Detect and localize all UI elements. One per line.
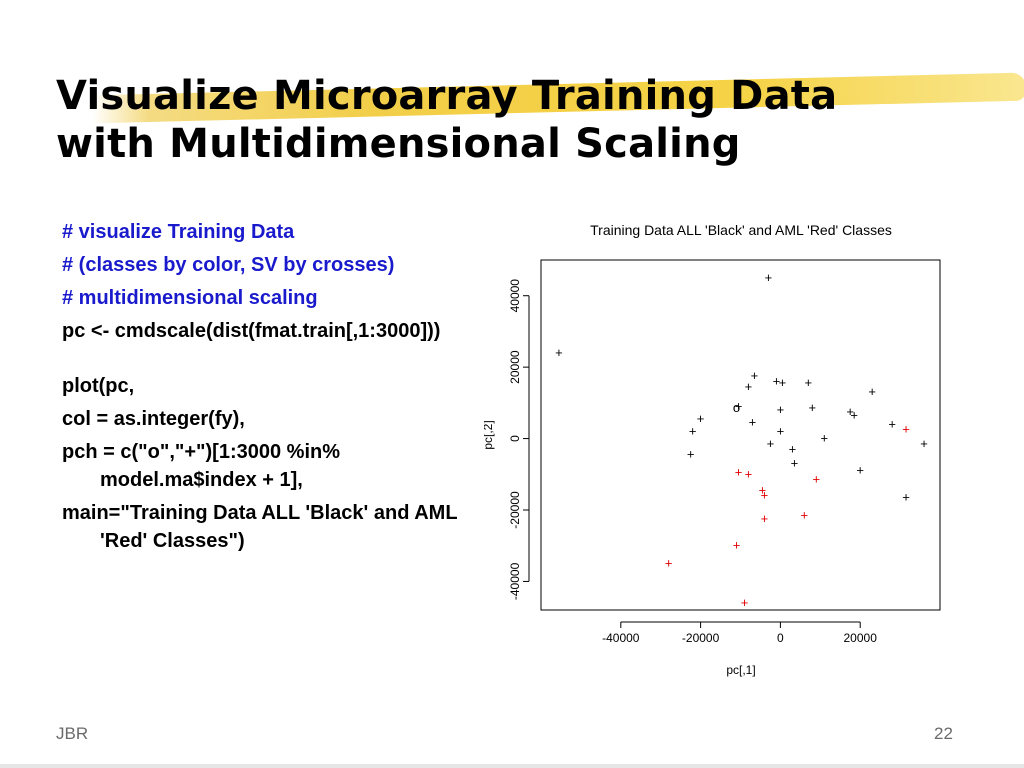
data-point-aml: + bbox=[761, 488, 769, 503]
code-line-col: col = as.integer(fy), bbox=[62, 408, 245, 430]
data-point-all: + bbox=[868, 384, 876, 399]
data-point-aml: + bbox=[741, 595, 749, 610]
data-point-aml: + bbox=[813, 472, 821, 487]
data-point-all: + bbox=[777, 402, 785, 417]
data-point-all: + bbox=[846, 404, 854, 419]
title-line-2: with Multidimensional Scaling bbox=[56, 121, 741, 167]
data-point-aml: + bbox=[761, 511, 769, 526]
code-line-plot: plot(pc, bbox=[62, 375, 135, 397]
code-comment-1: # visualize Training Data bbox=[62, 221, 295, 243]
y-axis-label: pc[,2] bbox=[484, 420, 495, 449]
data-point-all: + bbox=[856, 463, 864, 478]
mds-scatter-chart: Training Data ALL 'Black' and AML 'Red' … bbox=[481, 212, 964, 682]
footer-author: JBR bbox=[56, 724, 89, 743]
data-point-all: + bbox=[850, 407, 858, 422]
data-point-all: + bbox=[689, 423, 697, 438]
code-comment-2: # (classes by color, SV by crosses) bbox=[62, 254, 395, 276]
code-line-cmdscale: pc <- cmdscale(dist(fmat.train[,1:3000])… bbox=[62, 320, 441, 342]
slide-title: Visualize Microarray Training Data with … bbox=[56, 72, 1016, 192]
x-axis: -40000 -20000 0 20000 bbox=[602, 621, 878, 645]
page-number: 22 bbox=[934, 724, 953, 743]
data-point-aml: + bbox=[665, 556, 673, 571]
y-tick-label: 40000 bbox=[508, 279, 522, 313]
data-point-aml: + bbox=[759, 482, 767, 497]
data-point-all: + bbox=[697, 411, 705, 426]
x-tick-label: -20000 bbox=[682, 631, 720, 645]
data-point-all: + bbox=[735, 398, 743, 413]
code-line-pch: pch = c("o","+")[1:3000 %in% model.ma$in… bbox=[62, 441, 341, 491]
code-comment-3: # multidimensional scaling bbox=[62, 287, 318, 309]
data-point-all: + bbox=[791, 456, 799, 471]
data-point-aml: + bbox=[745, 466, 753, 481]
data-point-all: + bbox=[765, 270, 773, 285]
code-blank-line bbox=[62, 350, 492, 372]
data-point-all: o bbox=[733, 400, 740, 415]
data-point-all: + bbox=[767, 436, 775, 451]
data-point-all: + bbox=[745, 379, 753, 394]
footer-rule bbox=[0, 764, 1024, 768]
data-point-all: + bbox=[777, 423, 785, 438]
data-point-aml: + bbox=[735, 465, 743, 480]
code-line-main: main="Training Data ALL 'Black' and AML … bbox=[62, 502, 458, 552]
data-point-aml: + bbox=[902, 422, 910, 437]
x-tick-label: 20000 bbox=[844, 631, 878, 645]
y-axis: -40000 -20000 0 20000 40000 bbox=[508, 279, 530, 600]
data-point-all: + bbox=[920, 436, 928, 451]
title-line-1: Visualize Microarray Training Data bbox=[56, 73, 838, 119]
data-point-all: + bbox=[888, 416, 896, 431]
data-point-all: + bbox=[779, 375, 787, 390]
data-point-all: + bbox=[749, 415, 757, 430]
r-code-block: # visualize Training Data # (classes by … bbox=[62, 218, 492, 560]
data-point-all: + bbox=[820, 431, 828, 446]
chart-title: Training Data ALL 'Black' and AML 'Red' … bbox=[590, 222, 892, 238]
x-tick-label: -40000 bbox=[602, 631, 640, 645]
y-tick-label: -40000 bbox=[508, 562, 522, 600]
y-tick-label: 0 bbox=[508, 435, 522, 442]
data-point-all: + bbox=[555, 345, 563, 360]
y-tick-label: -20000 bbox=[508, 491, 522, 529]
data-point-all: + bbox=[687, 447, 695, 462]
x-axis-label: pc[,1] bbox=[726, 663, 755, 677]
data-point-all: + bbox=[809, 400, 817, 415]
data-point-all: + bbox=[751, 368, 759, 383]
data-point-aml: + bbox=[801, 507, 809, 522]
y-tick-label: 20000 bbox=[508, 350, 522, 384]
chart-svg: Training Data ALL 'Black' and AML 'Red' … bbox=[481, 222, 941, 677]
data-points: ++++o+++ ++ ++ + +++++ ++ ++ +++ ++++ + ++++++++ bbox=[555, 270, 928, 610]
data-point-all: + bbox=[773, 373, 781, 388]
plot-area-border bbox=[540, 259, 941, 611]
data-point-all: + bbox=[789, 441, 797, 456]
data-point-aml: + bbox=[733, 538, 741, 553]
x-tick-label: 0 bbox=[777, 631, 784, 645]
data-point-all: + bbox=[805, 375, 813, 390]
data-point-all: + bbox=[902, 490, 910, 505]
